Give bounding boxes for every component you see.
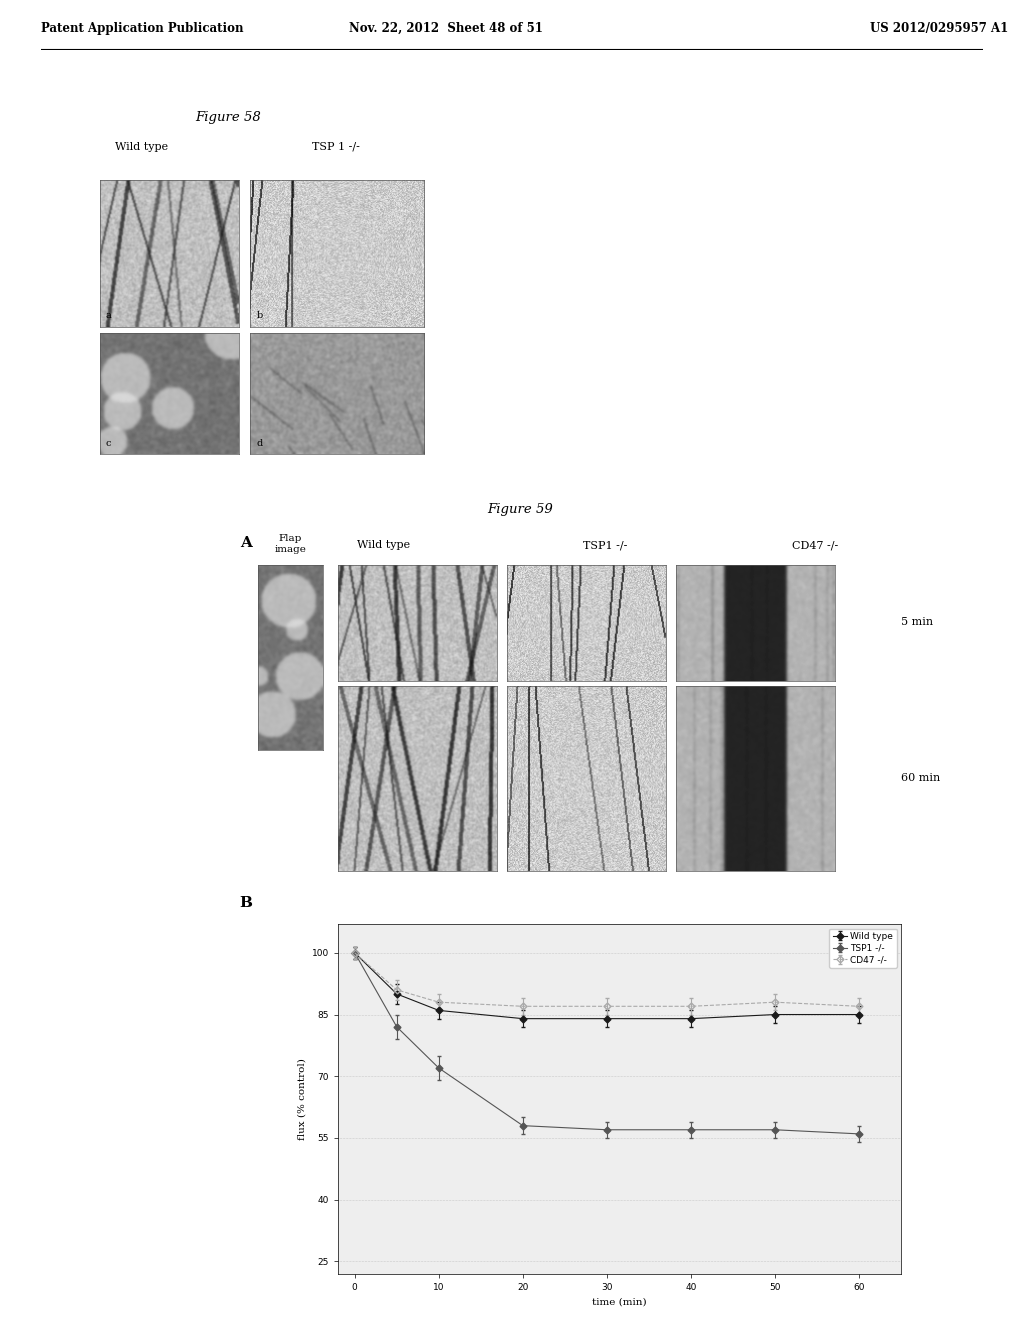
Text: d: d [257,440,263,447]
Text: 60 min: 60 min [901,774,940,783]
Text: TSP 1 -/-: TSP 1 -/- [312,141,360,152]
Text: TSP1 -/-: TSP1 -/- [584,540,628,550]
Text: A: A [240,536,252,549]
Text: 5 min: 5 min [901,618,933,627]
Text: Wild type: Wild type [356,540,410,550]
X-axis label: time (min): time (min) [592,1298,647,1307]
Text: Flap
image: Flap image [274,535,306,553]
Text: Patent Application Publication: Patent Application Publication [41,22,244,34]
Text: B: B [240,896,252,909]
Text: Nov. 22, 2012  Sheet 48 of 51: Nov. 22, 2012 Sheet 48 of 51 [349,22,543,34]
Text: Figure 59: Figure 59 [486,503,553,516]
Text: a: a [105,312,112,319]
Text: Figure 58: Figure 58 [195,111,261,124]
Text: US 2012/0295957 A1: US 2012/0295957 A1 [870,22,1009,34]
Text: c: c [105,440,112,447]
Text: CD47 -/-: CD47 -/- [792,540,839,550]
Legend: Wild type, TSP1 -/-, CD47 -/-: Wild type, TSP1 -/-, CD47 -/- [829,928,897,968]
Text: b: b [257,312,263,319]
Y-axis label: flux (% control): flux (% control) [297,1057,306,1140]
Text: Wild type: Wild type [115,141,168,152]
